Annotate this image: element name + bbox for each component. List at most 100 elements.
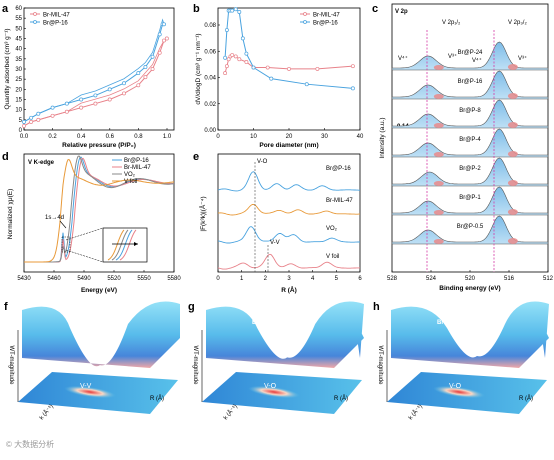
c-xtick-2: 520 xyxy=(465,276,476,282)
a-ytick-3: 15 xyxy=(15,98,22,104)
legend-item-d-1: Br-MIL-47 xyxy=(124,165,151,171)
wt-sample-g: Br-MIL-47 xyxy=(252,320,280,326)
c-trace-2 xyxy=(391,99,549,129)
e-bond-vv: V-V xyxy=(270,240,280,246)
b-point-0-12 xyxy=(350,64,355,69)
a-point-1-1 xyxy=(29,115,34,120)
b-point-0-5 xyxy=(233,54,238,59)
legend-d: Br@P-16 Br-MIL-47 VO₂ V foil xyxy=(112,158,151,185)
x-axis-label-a: Relative pressure (P/P₀) xyxy=(62,142,136,149)
y-axis-label-c: Intensity (a.u.) xyxy=(379,117,386,158)
legend-a: Br-MIL-47 Br@P-16 xyxy=(30,12,70,27)
d-annotation: 1s→4d xyxy=(45,215,64,221)
a-point-0-1 xyxy=(29,119,34,124)
c-v3-peak-2-0 xyxy=(507,64,518,70)
a-series-line-0 xyxy=(23,38,168,127)
d-xtick-0: 5430 xyxy=(17,276,31,282)
b-xtick-1: 10 xyxy=(250,134,257,140)
x-axis-label-b: Pore diameter (nm) xyxy=(259,142,318,149)
a-series-line-1 xyxy=(23,23,164,123)
b-xtick-0: 0 xyxy=(216,134,220,140)
a-ytick-11: 55 xyxy=(15,16,22,22)
watermark: © 大数据分析 xyxy=(6,439,54,449)
c-sample-5: Br@P-1 xyxy=(459,195,481,201)
e-series-3: V foil xyxy=(326,254,339,260)
a-xtick-1: 0.2 xyxy=(48,134,57,140)
a-ytick-10: 50 xyxy=(15,26,22,32)
d-xtick-3: 5520 xyxy=(107,276,121,282)
c-peak-label-1: V 2p₃/₂ xyxy=(508,20,527,26)
a-xtick-0: 0.0 xyxy=(20,134,29,140)
c-v3-peak-1-2 xyxy=(433,123,444,128)
b-point-0-1 xyxy=(224,64,229,69)
d-trace-2 xyxy=(24,155,175,263)
c-xtick-0: 528 xyxy=(387,276,398,282)
c-trace-6 xyxy=(391,215,549,245)
e-xtick-5: 5 xyxy=(335,276,339,282)
d-inset-trace-2 xyxy=(115,229,133,261)
b-point-1-1 xyxy=(224,28,229,32)
plot-area-d xyxy=(23,153,175,273)
a-point-0-5 xyxy=(79,105,84,110)
b-point-0-9 xyxy=(265,65,270,70)
legend-b: Br-MIL-47 Br@P-16 xyxy=(300,12,340,27)
wt-zlabel-f: WT-magnitude xyxy=(8,345,14,385)
b-point-0-10 xyxy=(287,66,291,71)
panel-label-g: g xyxy=(188,301,195,313)
d-trace-0 xyxy=(24,156,174,263)
e-xtick-4: 4 xyxy=(311,276,315,282)
d-xtick-4: 5550 xyxy=(137,276,151,282)
b-point-1-6 xyxy=(237,10,242,14)
d-inset-trace-1 xyxy=(111,229,129,261)
c-v3-peak-1-5 xyxy=(433,210,444,215)
a-ytick-2: 10 xyxy=(15,108,22,114)
c-sample-0: Br@P-24 xyxy=(458,50,483,56)
a-point-1-11 xyxy=(150,54,155,59)
y-axis-label-e: |F(k³k)|(Å⁻⁴) xyxy=(198,196,207,231)
d-trace-1 xyxy=(24,157,174,263)
b-point-0-4 xyxy=(230,53,235,57)
b-ytick-4: 0.08 xyxy=(204,23,216,29)
b-xtick-3: 30 xyxy=(321,134,328,140)
a-ytick-0: 0 xyxy=(19,128,23,134)
wt-sample-f: V foil xyxy=(82,320,97,326)
d-inset-trace-3 xyxy=(119,229,137,261)
c-v3-peak-2-4 xyxy=(507,180,518,186)
a-xtick-5: 1.0 xyxy=(163,134,172,140)
wt-xlabel-g: R (Å) xyxy=(334,395,348,402)
a-point-0-10 xyxy=(143,75,148,80)
e-trace-3 xyxy=(217,253,361,270)
c-species-0: V⁴⁺ xyxy=(398,55,408,62)
a-ytick-12: 60 xyxy=(15,6,22,12)
b-point-1-12 xyxy=(350,86,355,91)
a-point-0-9 xyxy=(136,83,141,88)
panel-label-h: h xyxy=(373,301,380,313)
c-trace-3 xyxy=(391,128,549,158)
c-species-3: V³⁺ xyxy=(518,55,527,62)
a-point-1-8 xyxy=(122,81,126,86)
b-point-1-4 xyxy=(230,8,235,13)
b-point-1-11 xyxy=(304,82,309,87)
a-point-0-14 xyxy=(164,36,169,41)
b-point-0-11 xyxy=(315,66,320,71)
b-point-0-2 xyxy=(226,57,231,62)
wt-hotspot-g xyxy=(248,385,300,399)
a-point-1-0 xyxy=(22,119,26,124)
panel-a: a 0 5 10 15 20 25 30 35 40 45 50 55 60 0.0 0.2 0.4 0.6 0.… xyxy=(2,3,175,149)
panel-d: d V K-edge 1s→4d Br@P-16 Br-MIL-47 VO₂ V… xyxy=(2,151,181,294)
c-species-2: V⁴⁺ xyxy=(472,57,482,64)
b-point-0-6 xyxy=(237,57,242,62)
c-xtick-1: 524 xyxy=(426,276,437,282)
b-ytick-0: 0.00 xyxy=(204,128,216,134)
wt-surface-g xyxy=(206,301,364,368)
c-trace-1 xyxy=(391,70,549,100)
a-point-1-12 xyxy=(157,32,162,37)
a-ytick-9: 45 xyxy=(15,37,22,43)
panel-label-a: a xyxy=(2,3,9,15)
c-v3-peak-1-6 xyxy=(433,239,444,244)
wt-bond-f: V-V xyxy=(80,383,92,390)
b-point-1-8 xyxy=(244,51,249,56)
y-axis-label-b: dV/dlogD (cm³ g⁻¹ nm⁻¹) xyxy=(195,33,202,104)
panel-e: e V-O V-V Br@P-16 Br-MIL-47 VO₂ V foil 0… xyxy=(193,151,362,294)
e-bond-vo: V-O xyxy=(257,159,268,165)
